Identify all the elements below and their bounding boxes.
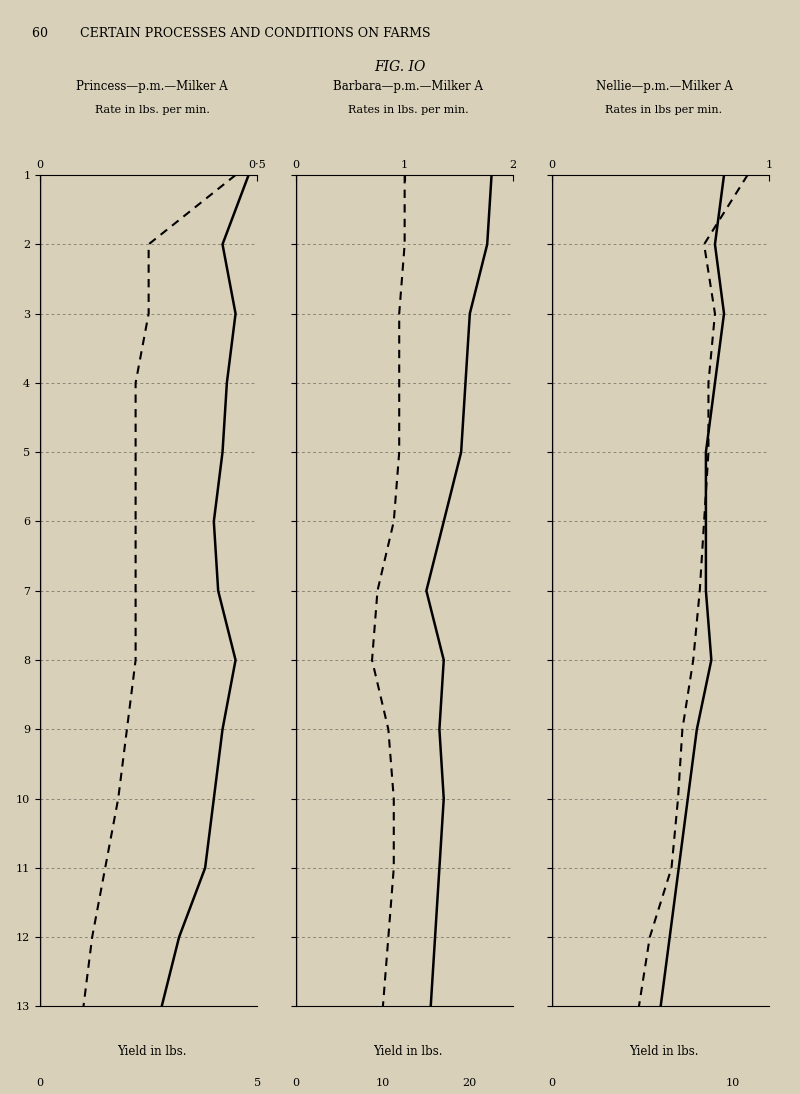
Text: Rate in lbs. per min.: Rate in lbs. per min. [94, 105, 210, 115]
Text: Nellie—p.m.—Milker A: Nellie—p.m.—Milker A [595, 80, 733, 93]
Text: Rates in lbs. per min.: Rates in lbs. per min. [348, 105, 468, 115]
Text: Rates in lbs per min.: Rates in lbs per min. [606, 105, 722, 115]
Text: Barbara—p.m.—Milker A: Barbara—p.m.—Milker A [333, 80, 483, 93]
Text: Yield in lbs.: Yield in lbs. [374, 1045, 442, 1058]
Text: FIG. IO: FIG. IO [374, 60, 426, 74]
Text: Yield in lbs.: Yield in lbs. [630, 1045, 698, 1058]
Text: 60        CERTAIN PROCESSES AND CONDITIONS ON FARMS: 60 CERTAIN PROCESSES AND CONDITIONS ON F… [32, 27, 430, 40]
Text: Princess—p.m.—Milker A: Princess—p.m.—Milker A [76, 80, 228, 93]
Text: Yield in lbs.: Yield in lbs. [118, 1045, 186, 1058]
